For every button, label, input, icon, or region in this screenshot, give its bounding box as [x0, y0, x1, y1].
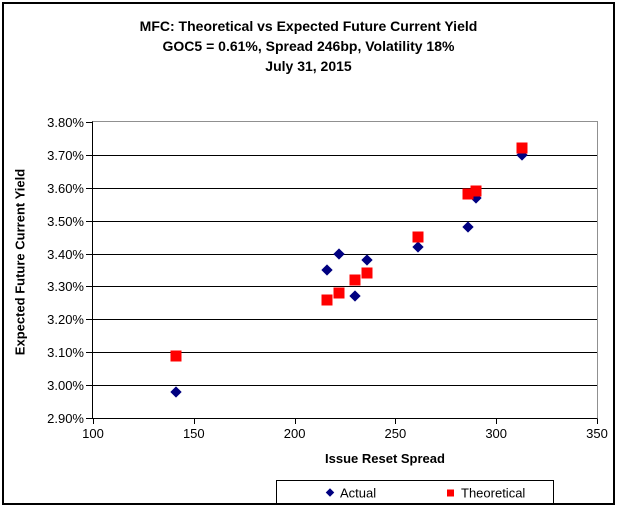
- y-tick-label: 3.60%: [47, 180, 84, 196]
- y-axis-title: Expected Future Current Yield: [12, 168, 28, 356]
- x-tick-mark: [294, 419, 296, 424]
- data-point-theoretical: [321, 294, 333, 306]
- y-tick-label: 3.70%: [47, 147, 84, 163]
- data-point-actual: [361, 254, 373, 266]
- x-tick-label: 200: [283, 426, 306, 441]
- legend-item-actual: Actual: [325, 485, 377, 500]
- y-tick-mark: [86, 154, 93, 156]
- y-gridline: [93, 154, 597, 156]
- x-tick-mark: [395, 419, 397, 424]
- y-tick-label: 2.90%: [47, 411, 84, 426]
- data-point-theoretical: [170, 350, 182, 361]
- theoretical-square-icon: [447, 489, 454, 496]
- data-point-theoretical: [412, 231, 424, 243]
- legend-item-theoretical: Theoretical: [447, 485, 525, 500]
- y-tick-label: 3.30%: [47, 279, 84, 295]
- y-tick-label: 3.80%: [47, 115, 84, 130]
- chart-title: MFC: Theoretical vs Expected Future Curr…: [139, 18, 478, 34]
- x-tick-label: 350: [586, 426, 608, 441]
- chart-subtitle: GOC5 = 0.61%, Spread 246bp, Volatility 1…: [162, 38, 455, 54]
- legend-label-actual: Actual: [340, 485, 377, 500]
- data-point-actual: [462, 221, 474, 233]
- y-tick-mark: [86, 385, 93, 387]
- y-tick-label: 3.50%: [47, 213, 84, 229]
- data-point-theoretical: [349, 274, 361, 286]
- data-point-actual: [411, 241, 424, 253]
- data-point-theoretical: [470, 185, 482, 197]
- legend-label-theoretical: Theoretical: [461, 485, 526, 500]
- y-gridline: [93, 220, 597, 222]
- x-tick-label: 100: [82, 426, 104, 441]
- x-tick-label: 300: [485, 426, 508, 441]
- y-tick-mark: [86, 418, 93, 419]
- y-tick-mark: [86, 319, 93, 321]
- chart-date: July 31, 2015: [265, 58, 352, 74]
- y-gridline: [93, 385, 597, 387]
- data-point-theoretical: [333, 287, 345, 299]
- y-tick-label: 3.20%: [47, 312, 84, 328]
- y-tick-mark: [86, 122, 93, 123]
- actual-diamond-icon: [325, 488, 335, 497]
- y-tick-mark: [86, 220, 93, 222]
- legend: Actual Theoretical: [276, 480, 554, 503]
- x-tick-mark: [93, 419, 94, 424]
- data-point-theoretical: [516, 142, 528, 154]
- y-gridline: [93, 352, 597, 354]
- data-point-actual: [333, 247, 345, 260]
- data-point-theoretical: [462, 188, 474, 200]
- y-gridline: [93, 187, 597, 189]
- y-gridline: [93, 319, 597, 321]
- y-gridline: [93, 253, 597, 255]
- y-tick-mark: [86, 253, 93, 255]
- data-point-actual: [169, 386, 182, 398]
- data-point-actual: [321, 264, 333, 276]
- data-point-actual: [349, 290, 361, 302]
- y-tick-label: 3.10%: [47, 345, 84, 361]
- y-tick-mark: [86, 286, 93, 288]
- chart-frame: MFC: Theoretical vs Expected Future Curr…: [2, 2, 615, 505]
- y-tick-mark: [86, 352, 93, 354]
- y-gridline: [93, 286, 597, 288]
- x-tick-label: 250: [384, 426, 407, 441]
- y-tick-mark: [86, 187, 93, 189]
- data-point-theoretical: [361, 267, 373, 279]
- x-tick-mark: [597, 419, 598, 424]
- plot-area: 2.90% 3.00% 3.10% 3.20% 3.30% 3.40% 3.50% 3.60%…: [47, 115, 608, 441]
- y-tick-label: 3.00%: [47, 378, 84, 394]
- x-tick-label: 150: [182, 426, 205, 441]
- x-tick-mark: [496, 419, 498, 424]
- y-tick-label: 3.40%: [47, 246, 84, 262]
- x-tick-mark: [193, 419, 195, 424]
- chart-title-block: MFC: Theoretical vs Expected Future Curr…: [4, 16, 613, 76]
- x-axis-title: Issue Reset Spread: [325, 451, 445, 466]
